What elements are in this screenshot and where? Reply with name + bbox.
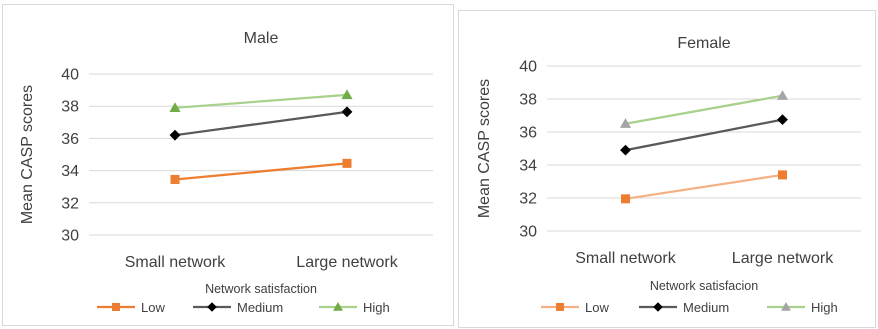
male-chart-panel: Male 30 32 34 36 38 40 Mean CASP scores Small ne… <box>2 4 454 326</box>
x-tick-label: Large network <box>296 254 398 271</box>
legend-label: High <box>811 300 838 315</box>
x-tick-label: Large network <box>732 250 834 267</box>
series-line-high <box>174 93 348 109</box>
data-point-low <box>342 158 352 168</box>
y-axis-label: Mean CASP scores <box>19 85 36 224</box>
chart-title: Female <box>677 35 730 52</box>
y-tick-label: 36 <box>61 131 79 148</box>
male-chart: Male 30 32 34 36 38 40 Mean CASP scores Small ne… <box>19 30 433 315</box>
series-line-low <box>625 173 783 200</box>
y-tick-label: 38 <box>61 99 79 116</box>
legend-label: Low <box>141 300 165 315</box>
y-axis-label: Mean CASP scores <box>476 79 493 218</box>
y-tick-label: 30 <box>61 228 79 245</box>
chart-title: Male <box>244 30 279 47</box>
legend-item-low: Low <box>97 300 165 315</box>
data-point-high <box>341 89 353 100</box>
legend-marker-diamond-icon <box>207 302 217 312</box>
y-tick-label: 34 <box>519 158 537 175</box>
x-tick-label: Small network <box>125 254 226 271</box>
series-line-low <box>174 162 348 181</box>
data-point-low <box>621 194 630 204</box>
x-axis-label: Network satisfaction <box>205 282 317 296</box>
data-point-high <box>776 90 789 100</box>
data-point-high <box>169 102 181 112</box>
x-axis-label: Network satisfacion <box>650 279 758 293</box>
legend-marker-triangle-icon <box>333 302 343 311</box>
legend-label: Medium <box>237 300 283 315</box>
series-line-high <box>625 94 783 125</box>
data-point-low <box>778 170 787 180</box>
data-point-medium <box>341 106 353 118</box>
y-tick-label: 40 <box>61 67 79 84</box>
legend-label: Low <box>585 300 609 315</box>
legend-item-medium: Medium <box>193 300 283 315</box>
data-point-medium <box>169 129 181 141</box>
x-tick-label: Small network <box>575 250 676 267</box>
y-tick-label: 32 <box>519 191 537 208</box>
y-tick-label: 36 <box>519 125 537 142</box>
legend-marker-triangle-icon <box>781 302 791 311</box>
data-point-medium <box>620 144 631 156</box>
legend-item-high: High <box>319 300 390 315</box>
legend-marker-square-icon <box>112 303 120 311</box>
legend-marker-square-icon <box>556 303 564 311</box>
female-chart: Female 30 32 34 36 38 40 Mean CASP scores Small … <box>476 35 861 315</box>
y-tick-label: 40 <box>519 59 537 76</box>
legend-item-high: High <box>767 300 838 315</box>
y-tick-label: 38 <box>519 92 537 109</box>
series-line-medium <box>625 118 783 152</box>
legend-item-medium: Medium <box>639 300 729 315</box>
data-point-medium <box>777 114 788 126</box>
data-point-low <box>170 174 180 184</box>
data-point-high <box>619 118 632 128</box>
legend-label: Medium <box>683 300 729 315</box>
legend-label: High <box>363 300 390 315</box>
legend-marker-diamond-icon <box>653 302 663 312</box>
legend-item-low: Low <box>541 300 609 315</box>
female-chart-panel: Female 30 32 34 36 38 40 Mean CASP scores Small … <box>458 10 876 328</box>
y-tick-label: 32 <box>61 195 79 212</box>
y-tick-label: 30 <box>519 224 537 241</box>
series-line-medium <box>174 110 348 137</box>
y-tick-label: 34 <box>61 163 79 180</box>
